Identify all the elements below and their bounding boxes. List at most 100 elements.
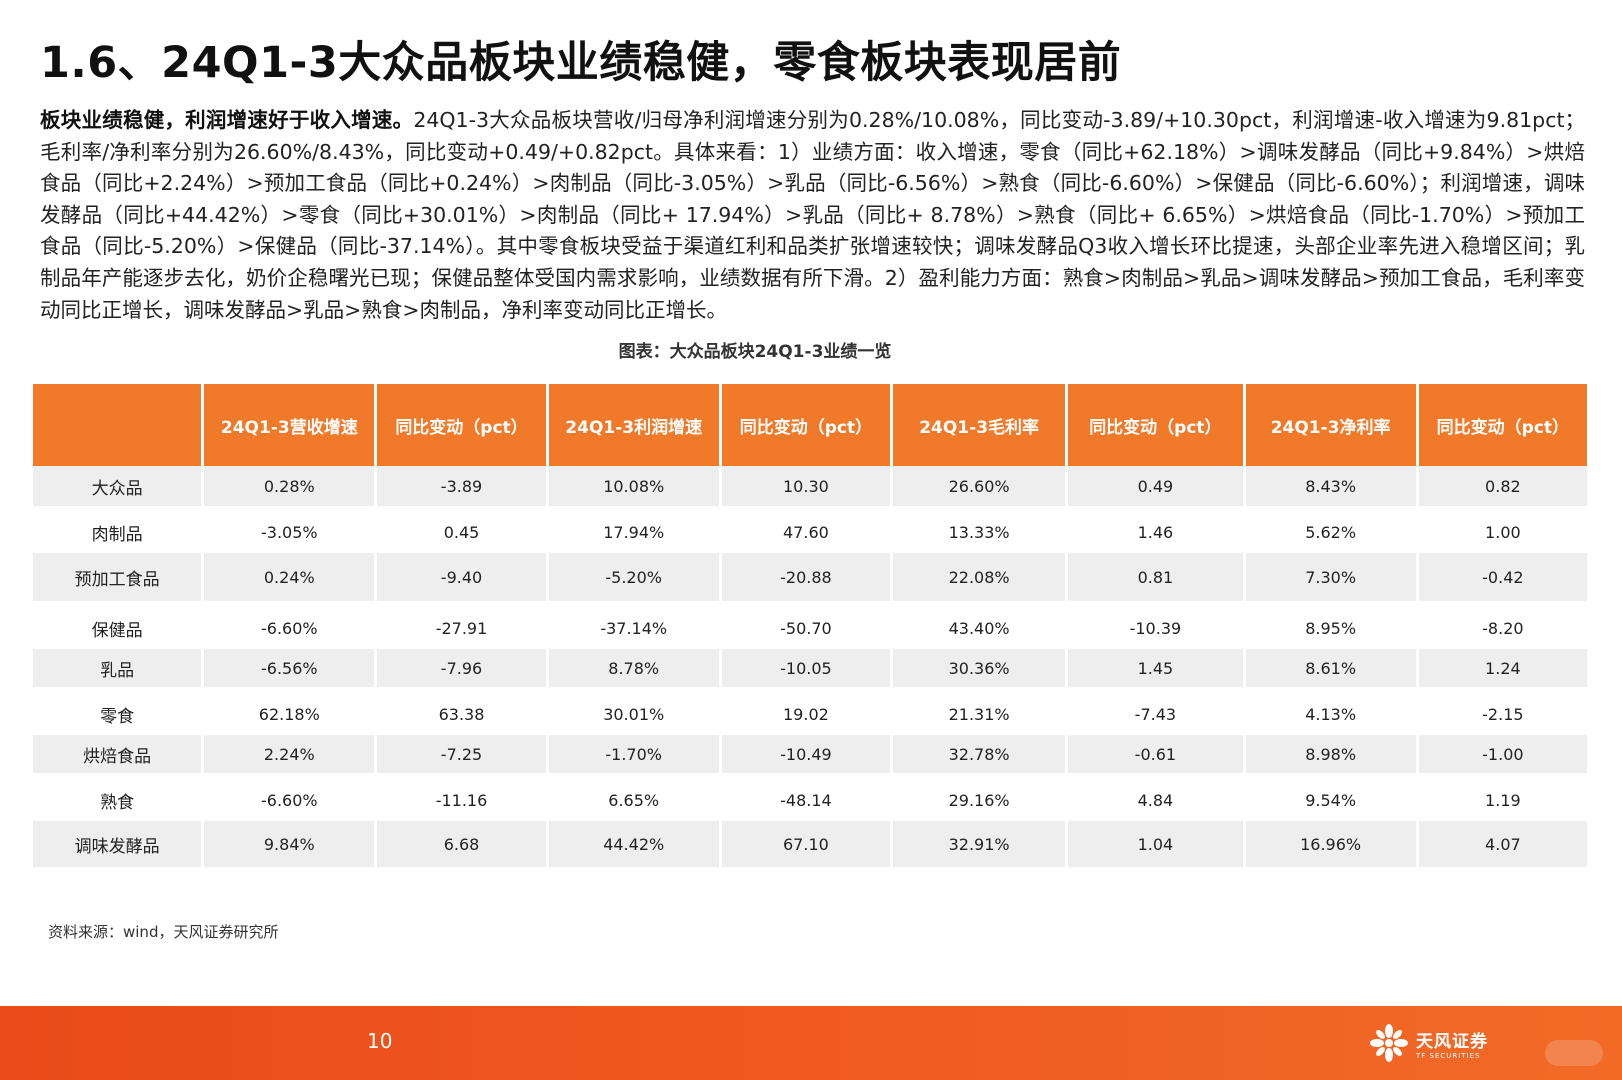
table-cell: 16.96% — [1245, 821, 1416, 873]
table-cell: 43.40% — [893, 607, 1066, 649]
table-cell: 8.61% — [1245, 649, 1416, 693]
table-cell: -11.16 — [377, 779, 546, 821]
row-label: 预加工食品 — [33, 553, 202, 607]
table-cell: 8.43% — [1245, 466, 1416, 512]
table-cell: 63.38 — [377, 693, 546, 735]
table-cell: -10.39 — [1068, 607, 1243, 649]
table-cell: 8.98% — [1245, 735, 1416, 779]
table-cell: -10.05 — [721, 649, 890, 693]
table-cell: 0.28% — [204, 466, 375, 512]
brand-text: 天风证券 TF SECURITIES — [1416, 1027, 1488, 1060]
table-cell: -8.20 — [1418, 607, 1587, 649]
header-cell: 24Q1-3净利率 — [1245, 384, 1416, 466]
table-cell: 26.60% — [893, 466, 1066, 512]
row-label: 大众品 — [33, 466, 202, 512]
table-cell: 1.19 — [1418, 779, 1587, 821]
watermark-badge — [1545, 1040, 1603, 1066]
table-cell: 30.36% — [893, 649, 1066, 693]
table-cell: 1.46 — [1068, 512, 1243, 553]
summary-lead: 板块业绩稳健，利润增速好于收入增速。 — [40, 108, 414, 132]
table-cell: -20.88 — [721, 553, 890, 607]
table-cell: 67.10 — [721, 821, 890, 873]
table-cell: 9.84% — [204, 821, 375, 873]
table-cell: 10.08% — [548, 466, 719, 512]
performance-table-container: 24Q1-3营收增速 同比变动（pct） 24Q1-3利润增速 同比变动（pct… — [33, 384, 1593, 873]
row-label: 保健品 — [33, 607, 202, 649]
table-body: 大众品 0.28% -3.89 10.08% 10.30 26.60% 0.49 8.43% 0… — [33, 466, 1587, 873]
brand-logo: 天风证券 TF SECURITIES — [1368, 1019, 1488, 1067]
table-cell: 0.81 — [1068, 553, 1243, 607]
table-cell: 62.18% — [204, 693, 375, 735]
header-cell: 同比变动（pct） — [377, 384, 546, 466]
table-row: 熟食 -6.60% -11.16 6.65% -48.14 29.16% 4.84 9.54%… — [33, 779, 1587, 821]
table-cell: -0.42 — [1418, 553, 1587, 607]
header-cell: 24Q1-3营收增速 — [204, 384, 375, 466]
header-cell: 同比变动（pct） — [1418, 384, 1587, 466]
table-cell: 0.49 — [1068, 466, 1243, 512]
table-cell: 4.84 — [1068, 779, 1243, 821]
table-row: 零食 62.18% 63.38 30.01% 19.02 21.31% -7.43 4.13%… — [33, 693, 1587, 735]
header-cell: 同比变动（pct） — [1068, 384, 1243, 466]
table-row: 预加工食品 0.24% -9.40 -5.20% -20.88 22.08% 0.81 7.3… — [33, 553, 1587, 607]
page-number: 10 — [367, 1029, 393, 1053]
table-cell: -3.05% — [204, 512, 375, 553]
row-label: 肉制品 — [33, 512, 202, 553]
row-label: 乳品 — [33, 649, 202, 693]
table-cell: 2.24% — [204, 735, 375, 779]
table-row: 烘焙食品 2.24% -7.25 -1.70% -10.49 32.78% -0.61 8.9… — [33, 735, 1587, 779]
table-cell: 8.95% — [1245, 607, 1416, 649]
table-cell: 0.82 — [1418, 466, 1587, 512]
table-cell: 47.60 — [721, 512, 890, 553]
table-cell: -7.25 — [377, 735, 546, 779]
table-row: 大众品 0.28% -3.89 10.08% 10.30 26.60% 0.49 8.43% 0… — [33, 466, 1587, 512]
figure-caption: 图表：大众品板块24Q1-3业绩一览 — [618, 342, 892, 362]
table-cell: -3.89 — [377, 466, 546, 512]
summary-body: 24Q1-3大众品板块营收/归母净利润增速分别为0.28%/10.08%，同比变… — [40, 108, 1586, 322]
table-cell: -6.60% — [204, 607, 375, 649]
table-cell: 1.00 — [1418, 512, 1587, 553]
table-cell: 10.30 — [721, 466, 890, 512]
table-cell: 21.31% — [893, 693, 1066, 735]
header-cell: 24Q1-3利润增速 — [548, 384, 719, 466]
row-label: 调味发酵品 — [33, 821, 202, 873]
table-cell: 1.45 — [1068, 649, 1243, 693]
table-cell: 6.65% — [548, 779, 719, 821]
table-cell: -37.14% — [548, 607, 719, 649]
table-cell: 0.24% — [204, 553, 375, 607]
footer-band — [0, 1006, 1622, 1080]
table-cell: -5.20% — [548, 553, 719, 607]
table-cell: 9.54% — [1245, 779, 1416, 821]
table-cell: -7.96 — [377, 649, 546, 693]
table-cell: -27.91 — [377, 607, 546, 649]
table-cell: 4.07 — [1418, 821, 1587, 873]
table-cell: 6.68 — [377, 821, 546, 873]
table-cell: 1.04 — [1068, 821, 1243, 873]
table-cell: 32.78% — [893, 735, 1066, 779]
header-cell: 24Q1-3毛利率 — [893, 384, 1066, 466]
table-cell: -10.49 — [721, 735, 890, 779]
table-cell: -9.40 — [377, 553, 546, 607]
table-cell: 22.08% — [893, 553, 1066, 607]
table-cell: -1.00 — [1418, 735, 1587, 779]
table-cell: 1.24 — [1418, 649, 1587, 693]
table-cell: -48.14 — [721, 779, 890, 821]
table-cell: -6.56% — [204, 649, 375, 693]
row-label: 熟食 — [33, 779, 202, 821]
table-cell: -1.70% — [548, 735, 719, 779]
row-label: 零食 — [33, 693, 202, 735]
table-cell: 30.01% — [548, 693, 719, 735]
table-cell: -0.61 — [1068, 735, 1243, 779]
table-cell: 0.45 — [377, 512, 546, 553]
table-row: 调味发酵品 9.84% 6.68 44.42% 67.10 32.91% 1.04 16.96… — [33, 821, 1587, 873]
table-row: 肉制品 -3.05% 0.45 17.94% 47.60 13.33% 1.46 5.62% 1… — [33, 512, 1587, 553]
table-cell: 13.33% — [893, 512, 1066, 553]
row-label: 烘焙食品 — [33, 735, 202, 779]
brand-name-en: TF SECURITIES — [1416, 1051, 1481, 1060]
table-cell: -7.43 — [1068, 693, 1243, 735]
table-row: 乳品 -6.56% -7.96 8.78% -10.05 30.36% 1.45 8.61% 1… — [33, 649, 1587, 693]
table-cell: 5.62% — [1245, 512, 1416, 553]
table-row: 保健品 -6.60% -27.91 -37.14% -50.70 43.40% -10.39… — [33, 607, 1587, 649]
header-cell: 同比变动（pct） — [721, 384, 890, 466]
table-cell: -50.70 — [721, 607, 890, 649]
table-cell: 17.94% — [548, 512, 719, 553]
